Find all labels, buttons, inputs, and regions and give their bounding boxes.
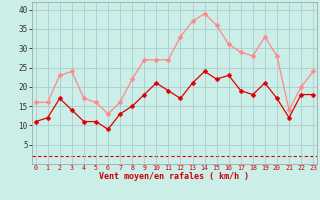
X-axis label: Vent moyen/en rafales ( km/h ): Vent moyen/en rafales ( km/h ) xyxy=(100,172,249,181)
